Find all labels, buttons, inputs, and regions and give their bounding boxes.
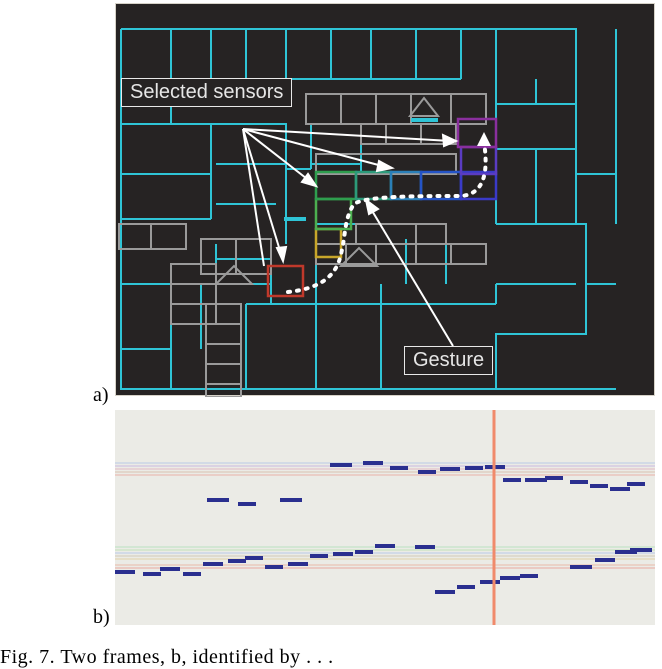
- callout-gesture: Gesture: [404, 346, 494, 375]
- figure-caption: Fig. 7. Two frames, b, identified by . .…: [0, 646, 334, 668]
- timeline-drawing: [115, 410, 655, 625]
- floorplan-drawing: [118, 28, 617, 397]
- floorplan-panel: [115, 3, 655, 397]
- panel-a-label: a): [93, 384, 109, 406]
- callout-selected-sensors: Selected sensors: [121, 78, 293, 107]
- sensor-timeline-panel: [115, 410, 655, 625]
- panel-b-label: b): [93, 606, 110, 628]
